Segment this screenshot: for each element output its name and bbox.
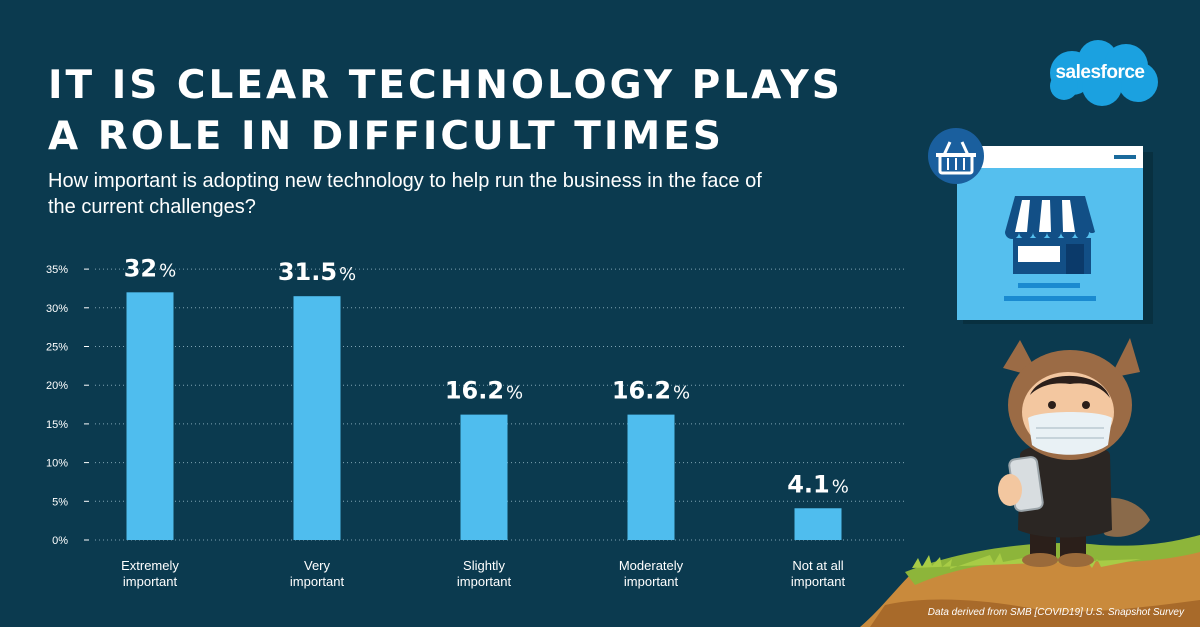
- bar: [794, 508, 842, 540]
- data-label-value: 4.1: [787, 470, 830, 498]
- category-label-line: Very: [304, 558, 331, 573]
- source-note: Data derived from SMB [COVID19] U.S. Sna…: [927, 607, 1184, 618]
- chart-subtitle: How important is adopting new technology…: [48, 170, 762, 218]
- y-tick-label: 15%: [46, 419, 68, 431]
- logo-text: salesforce: [1055, 62, 1145, 83]
- category-label-line: important: [457, 574, 512, 589]
- category-label-line: important: [624, 574, 679, 589]
- category-label-line: important: [791, 574, 846, 589]
- data-label: 31.5%: [278, 258, 356, 286]
- data-label: 16.2%: [445, 377, 523, 405]
- data-label-value: 16.2: [612, 377, 671, 405]
- data-label: 4.1%: [787, 470, 849, 498]
- bar: [293, 296, 341, 540]
- data-label: 32%: [124, 254, 177, 282]
- bar: [627, 414, 675, 540]
- category-label: Not at all important: [791, 558, 846, 589]
- storefront-icon: [957, 146, 1153, 324]
- y-tick-label: 25%: [46, 342, 68, 354]
- category-label-line: Moderately: [619, 558, 684, 573]
- data-label-unit: %: [339, 264, 356, 285]
- y-tick-label: 5%: [52, 496, 68, 508]
- y-tick-label: 30%: [46, 303, 68, 315]
- bar: [126, 292, 174, 540]
- title-line-1: IT IS CLEAR TECHNOLOGY PLAYS: [48, 63, 843, 108]
- y-tick-label: 20%: [46, 380, 68, 392]
- y-tick-label: 0%: [52, 535, 68, 547]
- data-label-unit: %: [159, 260, 176, 281]
- category-label: Very important: [290, 558, 345, 589]
- data-label-unit: %: [673, 383, 690, 404]
- data-label-unit: %: [506, 383, 523, 404]
- category-label-line: Slightly: [463, 558, 505, 573]
- category-label-line: Not at all: [792, 558, 843, 573]
- category-label-line: important: [123, 574, 178, 589]
- y-tick-label: 10%: [46, 458, 68, 470]
- title-line-2: A ROLE IN DIFFICULT TIMES: [48, 114, 724, 159]
- data-label-value: 32: [124, 254, 157, 282]
- page-title: IT IS CLEAR TECHNOLOGY PLAYS A ROLE IN D…: [48, 60, 843, 162]
- cloud-icon: [1050, 40, 1158, 106]
- bar: [460, 414, 508, 540]
- data-label: 16.2%: [612, 377, 690, 405]
- data-label-value: 16.2: [445, 377, 504, 405]
- salesforce-logo: salesforce: [1040, 40, 1160, 106]
- category-label: Moderately important: [619, 558, 684, 589]
- category-label-line: Extremely: [121, 558, 179, 573]
- basket-icon: [928, 128, 984, 184]
- data-label-unit: %: [832, 476, 849, 497]
- y-tick-label: 35%: [46, 264, 68, 276]
- category-label: Extremely important: [121, 558, 179, 589]
- category-label-line: important: [290, 574, 345, 589]
- category-label: Slightly important: [457, 558, 512, 589]
- data-label-value: 31.5: [278, 258, 337, 286]
- mascot-illustration: [998, 338, 1150, 567]
